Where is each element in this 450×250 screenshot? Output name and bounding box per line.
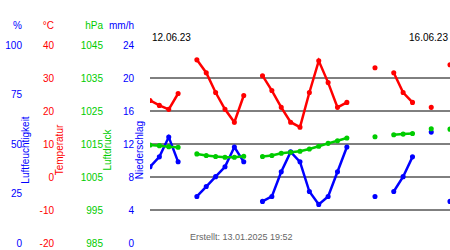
- svg-text:24: 24: [123, 40, 135, 51]
- html-text:Erstellt: 13.01.2025 19:52: Erstellt: 13.01.2025 19:52: [190, 232, 293, 242]
- svg-text:40: 40: [43, 40, 55, 51]
- svg-text:0: 0: [128, 238, 134, 249]
- svg-text:-20: -20: [40, 238, 55, 249]
- svg-text:1045: 1045: [81, 40, 104, 51]
- svg-text:50: 50: [11, 139, 23, 150]
- svg-text:4: 4: [128, 205, 134, 216]
- svg-text:Niederschlag: Niederschlag: [134, 121, 145, 179]
- svg-text:1035: 1035: [81, 73, 104, 84]
- svg-text:12: 12: [123, 139, 135, 150]
- svg-text:%: %: [13, 20, 22, 31]
- svg-text:30: 30: [43, 73, 55, 84]
- svg-text:12.06.23: 12.06.23: [152, 32, 191, 43]
- svg-text:0: 0: [48, 172, 54, 183]
- svg-text:985: 985: [86, 238, 103, 249]
- svg-text:16.06.23: 16.06.23: [409, 32, 442, 43]
- svg-text:8: 8: [128, 172, 134, 183]
- svg-text:°C: °C: [43, 20, 54, 31]
- svg-text:75: 75: [11, 89, 23, 100]
- svg-text:Luftfeuchtigkeit: Luftfeuchtigkeit: [20, 116, 31, 183]
- svg-text:995: 995: [86, 205, 103, 216]
- svg-text:Luftdruck: Luftdruck: [102, 128, 113, 170]
- svg-text:100: 100: [8, 40, 22, 51]
- svg-text:Temperatur: Temperatur: [54, 124, 65, 175]
- svg-text:20: 20: [123, 73, 135, 84]
- svg-text:1015: 1015: [81, 139, 104, 150]
- svg-text:hPa: hPa: [85, 20, 103, 31]
- svg-text:mm/h: mm/h: [109, 20, 134, 31]
- svg-text:16: 16: [123, 106, 135, 117]
- svg-text:1025: 1025: [81, 106, 104, 117]
- svg-text:25: 25: [11, 188, 23, 199]
- svg-text:0: 0: [16, 238, 22, 249]
- svg-text:10: 10: [43, 139, 55, 150]
- svg-text:1005: 1005: [81, 172, 104, 183]
- svg-text:-10: -10: [40, 205, 55, 216]
- svg-text:20: 20: [43, 106, 55, 117]
